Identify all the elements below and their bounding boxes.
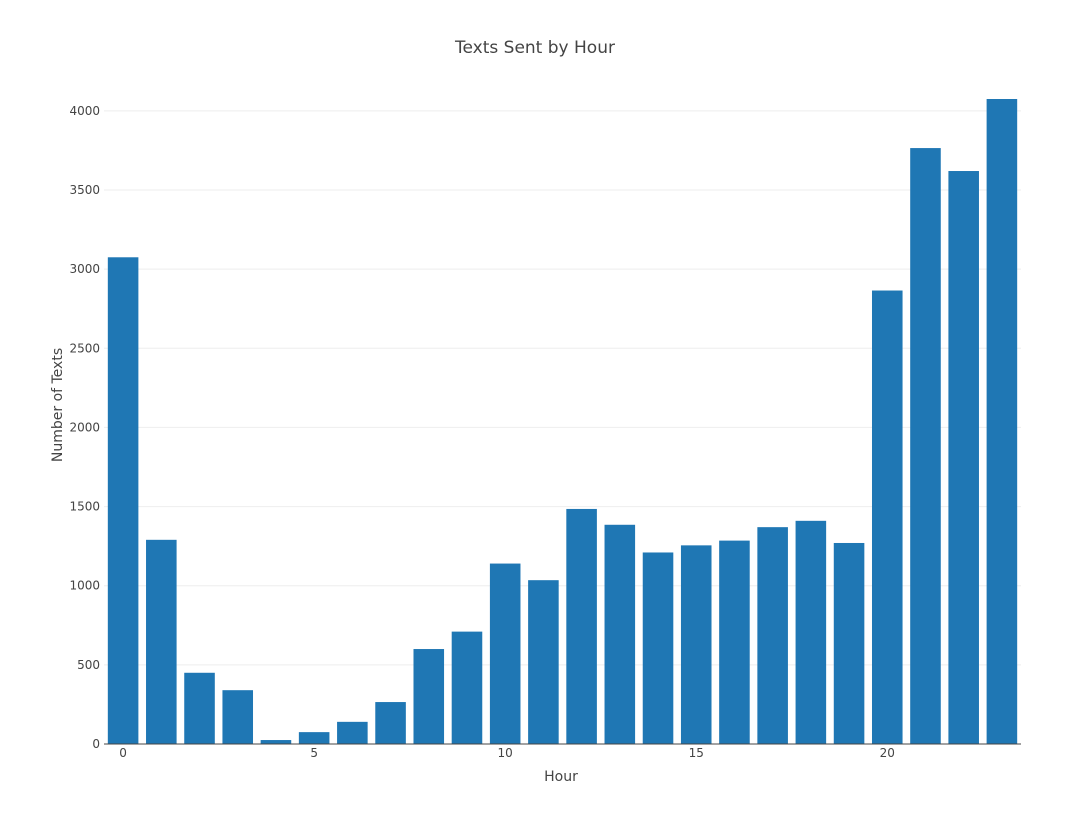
x-tick-label-10: 10 bbox=[498, 746, 513, 760]
y-tick-label-3500: 3500 bbox=[69, 183, 100, 197]
y-tick-label-4000: 4000 bbox=[69, 104, 100, 118]
y-tick-label-2500: 2500 bbox=[69, 341, 100, 355]
bar-hour-10[interactable] bbox=[489, 563, 521, 744]
bar-hour-13[interactable] bbox=[604, 524, 636, 744]
bar-hour-4[interactable] bbox=[260, 740, 292, 744]
bar-hour-23[interactable] bbox=[986, 99, 1018, 744]
bar-hour-18[interactable] bbox=[795, 520, 827, 744]
y-axis-title: Number of Texts bbox=[50, 348, 66, 462]
bar-hour-8[interactable] bbox=[413, 649, 445, 744]
bar-hour-12[interactable] bbox=[566, 508, 597, 744]
gridlines bbox=[104, 110, 1021, 666]
y-tick-label-1500: 1500 bbox=[69, 500, 100, 514]
x-tick-label-20: 20 bbox=[880, 746, 895, 760]
bar-hour-7[interactable] bbox=[375, 702, 406, 744]
bar-hour-11[interactable] bbox=[528, 580, 559, 744]
bar-hour-3[interactable] bbox=[222, 690, 254, 744]
bars bbox=[107, 99, 1018, 744]
bar-hour-19[interactable] bbox=[833, 542, 865, 744]
y-tick-labels: 0 500 1000 1500 2000 2500 3000 3500 4000 bbox=[69, 104, 100, 751]
bar-hour-9[interactable] bbox=[451, 631, 483, 744]
y-tick-label-0: 0 bbox=[92, 737, 100, 751]
y-tick-label-2000: 2000 bbox=[69, 420, 100, 434]
x-tick-label-0: 0 bbox=[119, 746, 127, 760]
bar-hour-16[interactable] bbox=[719, 540, 750, 744]
y-tick-label-1000: 1000 bbox=[69, 579, 100, 593]
y-tick-label-3000: 3000 bbox=[69, 262, 100, 276]
bar-hour-21[interactable] bbox=[910, 148, 941, 744]
x-tick-label-5: 5 bbox=[310, 746, 318, 760]
bar-hour-17[interactable] bbox=[757, 527, 788, 744]
x-tick-labels: 0 5 10 15 20 bbox=[119, 746, 895, 760]
bar-hour-6[interactable] bbox=[337, 721, 368, 744]
bar-hour-1[interactable] bbox=[146, 539, 177, 744]
bar-hour-2[interactable] bbox=[184, 672, 215, 744]
x-axis-title: Hour bbox=[544, 769, 578, 785]
bar-hour-0[interactable] bbox=[107, 257, 139, 744]
bar-hour-5[interactable] bbox=[298, 732, 330, 744]
x-tick-label-15: 15 bbox=[689, 746, 704, 760]
chart-title: Texts Sent by Hour bbox=[454, 38, 615, 58]
bar-hour-14[interactable] bbox=[642, 552, 674, 744]
y-tick-label-500: 500 bbox=[77, 658, 100, 672]
bar-hour-20[interactable] bbox=[871, 290, 903, 744]
bar-hour-15[interactable] bbox=[680, 545, 712, 744]
bar-hour-22[interactable] bbox=[948, 171, 979, 744]
